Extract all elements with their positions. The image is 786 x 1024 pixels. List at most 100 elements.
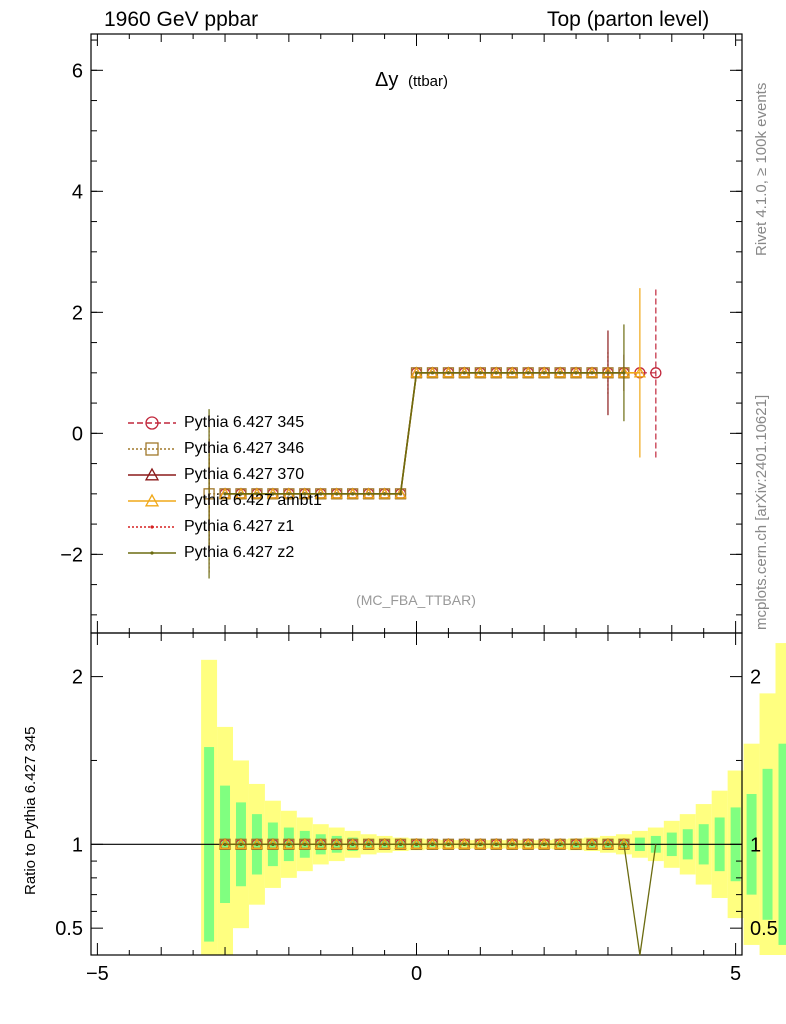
legend-entry: Pythia 6.427 345 [126,410,322,436]
watermark: (MC_FBA_TTBAR) [356,592,476,608]
series-marker [144,467,160,481]
ratio-band-green [778,743,786,945]
main-y-tick-label: 2 [72,302,83,324]
legend-swatch [128,467,176,481]
series-marker [398,842,403,846]
series-marker [526,371,530,375]
legend-swatch [128,493,176,507]
legend-label: Pythia 6.427 345 [184,414,305,431]
series-marker [462,371,466,375]
series-marker [150,525,154,529]
ratio-y-tick-label-right: 0.5 [750,918,778,940]
series-marker [650,367,662,379]
legend-label: Pythia 6.427 370 [184,466,305,483]
series-marker [145,442,159,456]
series-marker [606,371,610,375]
legend: Pythia 6.427 345 Pythia 6.427 346 Pythia 6… [126,410,322,566]
series-line [225,372,624,495]
header-right: Top (parton level) [547,8,710,31]
ratio-band-green [762,768,773,920]
ratio-y-tick-label: 0.5 [55,918,83,940]
series-marker [590,371,594,375]
series-marker [382,492,387,496]
series-5 [208,324,626,579]
series-marker [223,842,227,846]
series-marker [558,842,562,846]
legend-swatch [128,442,176,456]
series-marker [223,492,227,496]
legend-entry: Pythia 6.427 z2 [126,540,322,566]
series-marker [542,371,546,375]
series-marker [526,842,530,846]
series-marker [303,492,307,496]
series-marker [446,371,451,375]
legend-label: Pythia 6.427 z1 [184,518,295,535]
series-marker [287,842,291,846]
series-marker [271,492,275,496]
series-marker [351,492,355,496]
series-marker [510,371,514,375]
series-marker [414,371,419,375]
legend-entry: Pythia 6.427 ambt1 [126,488,322,514]
series-marker [558,371,562,375]
ratio-panel-frame [90,632,743,956]
x-tick-label: 5 [730,963,741,985]
ratio-band-green [746,794,757,895]
series-marker [255,842,259,846]
series-marker [271,842,275,846]
series-marker [574,842,578,846]
legend-entry: Pythia 6.427 346 [126,436,322,462]
series-marker [574,371,578,375]
series-marker [319,492,323,496]
series-marker [150,551,154,555]
series-marker [430,371,435,375]
header-left: 1960 GeV ppbar [104,8,259,31]
legend-label: Pythia 6.427 ambt1 [184,492,322,509]
legend-entry: Pythia 6.427 z1 [126,514,322,540]
series-marker [590,842,594,846]
plot-title-suffix: (ttbar) [408,73,448,90]
main-y-tick-label: 4 [72,181,83,203]
legend-swatch [128,416,176,430]
ratio-y-tick-label-right: 2 [750,667,761,689]
series-marker [414,842,419,846]
ratio-series-5 [223,842,626,846]
series-marker [633,366,646,378]
series-marker [462,842,466,846]
plot-title: Δy [375,69,398,91]
series-marker [145,416,159,430]
ratio-y-tick-label-right: 1 [750,834,761,856]
legend-label: Pythia 6.427 z2 [184,544,295,561]
series-marker [319,842,323,846]
series-marker [606,842,610,846]
series-marker [144,493,160,507]
series-marker [622,371,626,375]
series-marker [494,371,498,375]
series-marker [446,842,451,846]
series-marker [287,492,291,496]
series-marker [335,842,339,846]
legend-swatch [128,525,176,529]
legend-label: Pythia 6.427 346 [184,440,305,457]
series-marker [255,492,259,496]
series-marker [382,842,387,846]
series-marker [430,842,435,846]
x-tick-label: 0 [411,963,422,985]
series-marker [367,492,371,496]
series-marker [494,842,498,846]
series-marker [303,842,307,846]
ratio-tail-line [623,844,657,956]
series-marker [335,492,339,496]
main-y-tick-label: 6 [72,60,83,82]
series-marker [367,842,371,846]
series-marker [478,371,482,375]
ratio-y-tick-label: 2 [72,667,83,689]
main-y-tick-label: 0 [72,423,83,445]
x-tick-label: −5 [86,963,109,985]
series-marker [239,492,243,496]
series-marker [478,842,482,846]
ratio-y-tick-label: 1 [72,834,83,856]
series-marker [542,842,546,846]
legend-swatch [128,551,176,555]
